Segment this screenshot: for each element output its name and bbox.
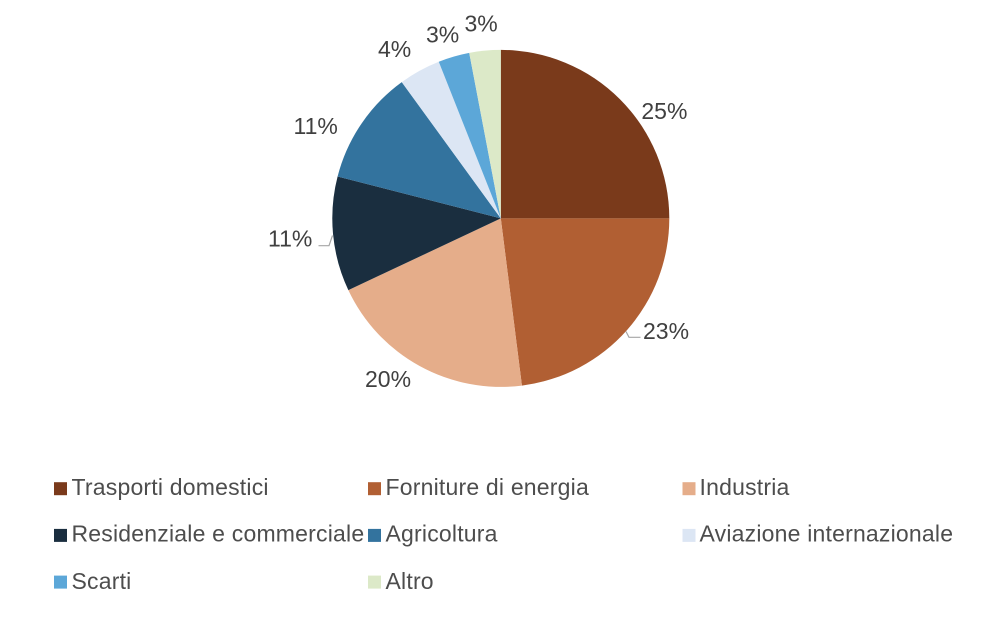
svg-text:25%: 25% — [641, 98, 687, 124]
svg-text:3%: 3% — [426, 22, 459, 48]
svg-text:Industria: Industria — [700, 474, 790, 500]
svg-text:4%: 4% — [378, 36, 411, 62]
svg-text:Aviazione internazionale: Aviazione internazionale — [700, 521, 954, 547]
svg-text:20%: 20% — [365, 366, 411, 392]
svg-text:11%: 11% — [294, 113, 338, 139]
svg-text:Scarti: Scarti — [72, 568, 132, 594]
svg-text:23%: 23% — [643, 318, 689, 344]
svg-text:Residenziale e commerciale: Residenziale e commerciale — [72, 521, 365, 547]
svg-text:11%: 11% — [268, 226, 312, 252]
svg-text:Agricoltura: Agricoltura — [386, 521, 498, 547]
svg-text:Forniture di energia: Forniture di energia — [386, 474, 589, 500]
svg-text:Altro: Altro — [386, 568, 434, 594]
svg-text:3%: 3% — [465, 11, 498, 37]
svg-text:Trasporti domestici: Trasporti domestici — [72, 474, 269, 500]
